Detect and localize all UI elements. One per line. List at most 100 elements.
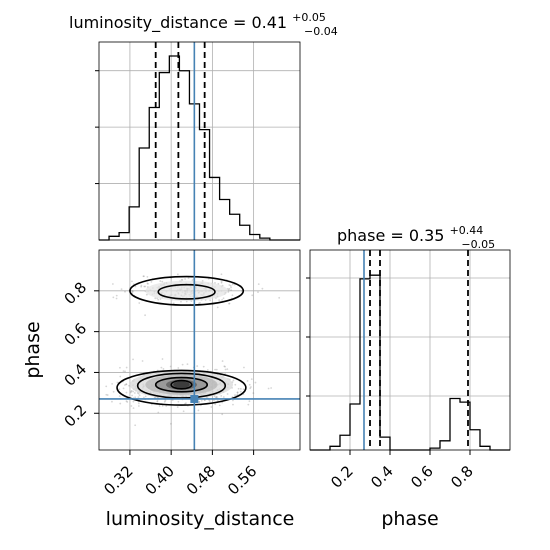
sample-point	[134, 396, 137, 399]
sample-point	[214, 368, 217, 371]
sample-point	[242, 388, 245, 391]
truth-crosshair	[99, 250, 300, 450]
sample-point	[125, 391, 128, 394]
sample-point	[239, 387, 242, 390]
sample-point	[111, 400, 113, 403]
contour-line	[129, 275, 245, 306]
sample-point	[232, 403, 234, 406]
sample-point	[163, 400, 166, 403]
sample-point	[247, 403, 250, 406]
sample-point	[157, 411, 160, 414]
contour-line	[154, 376, 209, 393]
sample-point	[210, 406, 213, 408]
sample-point	[150, 280, 153, 283]
sample-point	[65, 366, 67, 368]
sample-point	[228, 302, 230, 305]
sample-point	[153, 396, 156, 399]
x-ticks: 0.32 0.40 0.48 0.56	[100, 450, 260, 498]
sample-point	[125, 383, 128, 386]
sample-point	[119, 366, 121, 369]
sample-point	[187, 277, 190, 279]
panel-contour: 0.32 0.40 0.48 0.56 0.2 0.4 0.6 0.8 luminosity…	[22, 249, 301, 530]
quantile-lines	[369, 250, 469, 450]
sample-point	[261, 287, 264, 290]
sample-point	[243, 366, 245, 369]
sample-point	[250, 386, 252, 388]
sample-point	[105, 385, 108, 388]
y-tick-label: 0.2	[61, 401, 91, 431]
sample-point	[91, 392, 93, 394]
sample-point	[215, 396, 217, 399]
density-level-fill	[173, 381, 190, 388]
sample-point	[125, 383, 128, 386]
panel-background	[99, 250, 300, 450]
x-tick-label: 0.4	[367, 462, 397, 492]
sample-point	[226, 393, 229, 395]
sample-point	[161, 280, 164, 283]
sample-point	[216, 306, 219, 309]
sample-point	[140, 284, 143, 287]
sample-point	[218, 404, 221, 407]
sample-point	[125, 366, 128, 369]
sample-point	[197, 409, 200, 412]
sample-point	[130, 389, 133, 392]
sample-point	[231, 283, 234, 286]
sample-point	[143, 396, 145, 399]
sample-point	[147, 282, 149, 285]
contour-line	[136, 372, 227, 399]
contour-line	[157, 283, 216, 300]
sample-point	[164, 399, 167, 402]
sample-point	[137, 402, 140, 405]
panel-frame	[98, 249, 301, 451]
sample-point	[161, 404, 164, 407]
sample-point	[132, 407, 135, 410]
y-tick-label: 0.6	[61, 319, 91, 349]
sample-point	[177, 400, 180, 403]
sample-point	[169, 365, 172, 368]
x-tick-label: 0.32	[100, 462, 136, 498]
sample-point	[229, 284, 232, 287]
sample-point	[198, 401, 200, 403]
sample-point	[222, 396, 225, 398]
sample-point	[161, 358, 164, 360]
sample-point	[144, 314, 146, 317]
sample-point	[159, 280, 162, 282]
sample-point	[197, 302, 200, 305]
sample-point	[246, 380, 249, 382]
sample-point	[220, 281, 223, 284]
phase-x-axis-label: phase	[381, 508, 438, 530]
sample-point	[191, 279, 194, 282]
x-tick-label: 0.8	[447, 462, 477, 492]
sample-point	[158, 405, 161, 407]
sample-point	[270, 387, 273, 389]
sample-point	[186, 363, 189, 366]
sample-point	[156, 399, 159, 402]
sample-point	[206, 369, 209, 371]
sample-point	[132, 390, 135, 393]
sample-point	[144, 285, 147, 288]
sample-point	[198, 400, 201, 403]
contour-line	[116, 369, 247, 406]
sample-point	[196, 365, 199, 367]
grid-lines	[99, 250, 300, 450]
x-tick-label: 0.56	[224, 462, 260, 498]
sample-point	[134, 285, 137, 288]
sample-point	[132, 400, 135, 403]
contour-line	[170, 379, 193, 390]
sample-point	[240, 290, 243, 292]
sample-point	[122, 387, 125, 390]
x-axis-label: luminosity_distance	[106, 508, 295, 530]
sample-point	[232, 379, 235, 382]
sample-point	[230, 289, 233, 292]
x-tick-label: 0.6	[407, 462, 437, 492]
sample-point	[199, 301, 201, 304]
sample-point	[181, 363, 184, 366]
sample-point	[131, 290, 134, 293]
sample-point	[221, 298, 224, 301]
sample-point	[119, 402, 122, 405]
sample-point	[215, 368, 218, 371]
sample-point	[124, 384, 126, 386]
sample-point	[130, 405, 133, 407]
sample-point	[112, 390, 115, 393]
sample-point	[249, 387, 252, 390]
